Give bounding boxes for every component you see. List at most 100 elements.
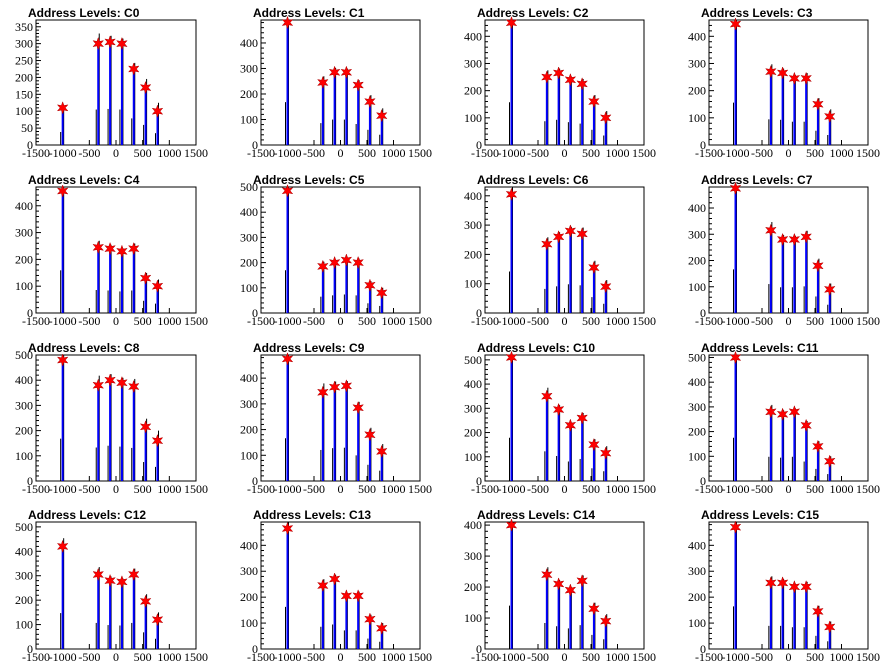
peak-marker — [729, 181, 742, 196]
panel-title: Address Levels: C4 — [28, 173, 140, 187]
peak-marker — [540, 237, 553, 251]
panel-title: Address Levels: C3 — [701, 6, 813, 20]
y-tick-label: 400 — [688, 375, 706, 389]
x-tick-label: -500 — [78, 650, 100, 664]
x-tick-label: 500 — [358, 482, 376, 496]
peak-marker — [776, 232, 789, 247]
peak-marker — [576, 574, 589, 588]
x-tick-label: 0 — [338, 314, 344, 328]
peak-marker — [364, 427, 376, 442]
y-tick-label: 350 — [15, 20, 33, 34]
x-tick-label: 500 — [582, 650, 600, 664]
x-tick-label: 1500 — [632, 146, 656, 160]
peak-marker — [104, 241, 116, 256]
panel-11: Address Levels: C11 0 100 200 300 400 500 -1500… — [688, 341, 880, 496]
x-tick-label: -1500 — [471, 650, 499, 664]
x-tick-label: 500 — [806, 314, 824, 328]
peak-marker — [823, 620, 836, 634]
peak-marker — [812, 97, 824, 112]
y-tick-label: 0 — [27, 306, 33, 320]
peak-marker — [151, 279, 164, 293]
panel-title: Address Levels: C15 — [701, 508, 819, 522]
y-tick-label: 400 — [688, 201, 706, 215]
y-tick-label: 300 — [464, 549, 482, 563]
panel-15: Address Levels: C15 0 100 200 300 400 -1500-10… — [688, 508, 880, 664]
peak-marker — [328, 380, 341, 394]
x-tick-label: -1000 — [49, 314, 77, 328]
peak-marker — [505, 518, 518, 532]
x-tick-label: -500 — [527, 482, 549, 496]
y-tick-label: 300 — [464, 56, 482, 70]
x-tick-label: -1500 — [695, 146, 723, 160]
peak-marker — [505, 187, 518, 202]
y-tick-label: 0 — [252, 306, 258, 320]
y-tick-label: 300 — [240, 564, 258, 578]
y-tick-label: 100 — [464, 611, 482, 625]
peak-marker — [764, 576, 777, 590]
peak-marker — [776, 407, 789, 422]
x-tick-label: 0 — [113, 482, 119, 496]
y-tick-label: 100 — [688, 616, 706, 630]
x-tick-label: 500 — [134, 146, 152, 160]
x-tick-label: -500 — [751, 650, 773, 664]
x-tick-label: 0 — [786, 314, 792, 328]
y-tick-label: 400 — [464, 377, 482, 391]
peak-marker — [729, 17, 742, 31]
x-tick-label: -1500 — [22, 482, 50, 496]
x-tick-label: 1000 — [157, 314, 181, 328]
panel-title: Address Levels: C13 — [253, 508, 371, 522]
peak-marker — [375, 444, 388, 459]
x-tick-label: 1000 — [606, 650, 630, 664]
peak-marker — [800, 418, 813, 433]
x-tick-label: -1500 — [471, 314, 499, 328]
peak-marker — [127, 379, 140, 394]
peak-marker — [127, 567, 140, 582]
peak-marker — [588, 437, 600, 452]
x-tick-label: 500 — [582, 146, 600, 160]
peak-marker — [352, 589, 365, 603]
peak-marker — [328, 255, 341, 270]
x-tick-label: -1000 — [498, 650, 526, 664]
x-tick-label: -500 — [78, 146, 100, 160]
peak-marker — [776, 66, 789, 80]
y-tick-label: 0 — [700, 138, 706, 152]
y-tick-label: 200 — [688, 84, 706, 98]
peak-marker — [340, 253, 353, 267]
peak-marker — [364, 278, 376, 293]
x-tick-label: 1500 — [408, 146, 432, 160]
peak-marker — [588, 260, 600, 275]
panel-0: Address Levels: C0 0 50 100 150 200 250 300 350 -… — [15, 6, 208, 160]
y-tick-label: 300 — [15, 37, 33, 51]
panel-title: Address Levels: C7 — [701, 173, 813, 187]
plot-frame — [35, 19, 197, 146]
peak-marker — [505, 350, 518, 365]
panel-13: Address Levels: C13 0 100 200 300 400 -1500-10… — [240, 508, 432, 664]
y-tick-label: 0 — [252, 474, 258, 488]
peak-marker — [599, 111, 612, 125]
x-tick-label: 500 — [134, 650, 152, 664]
x-tick-label: -1500 — [471, 482, 499, 496]
peak-marker — [92, 567, 105, 582]
plot-frame — [484, 19, 645, 146]
x-tick-label: 0 — [338, 146, 344, 160]
x-tick-label: 1500 — [856, 650, 880, 664]
x-tick-label: -1000 — [274, 650, 302, 664]
peak-marker — [564, 418, 577, 433]
x-tick-label: 1500 — [184, 650, 208, 664]
x-tick-label: 500 — [806, 482, 824, 496]
peak-marker — [564, 583, 577, 597]
peak-marker — [800, 580, 813, 594]
x-tick-label: 1500 — [632, 314, 656, 328]
y-tick-label: 400 — [240, 538, 258, 552]
peak-marker — [316, 75, 329, 90]
x-tick-label: -1500 — [22, 314, 50, 328]
y-tick-label: 100 — [15, 104, 33, 118]
x-tick-label: -1500 — [695, 650, 723, 664]
y-tick-label: 0 — [700, 306, 706, 320]
x-tick-label: 1500 — [856, 314, 880, 328]
y-tick-label: 300 — [688, 56, 706, 70]
peak-marker — [588, 94, 600, 109]
y-tick-label: 300 — [15, 226, 33, 240]
x-tick-label: -500 — [751, 482, 773, 496]
plot-frame — [708, 521, 869, 650]
